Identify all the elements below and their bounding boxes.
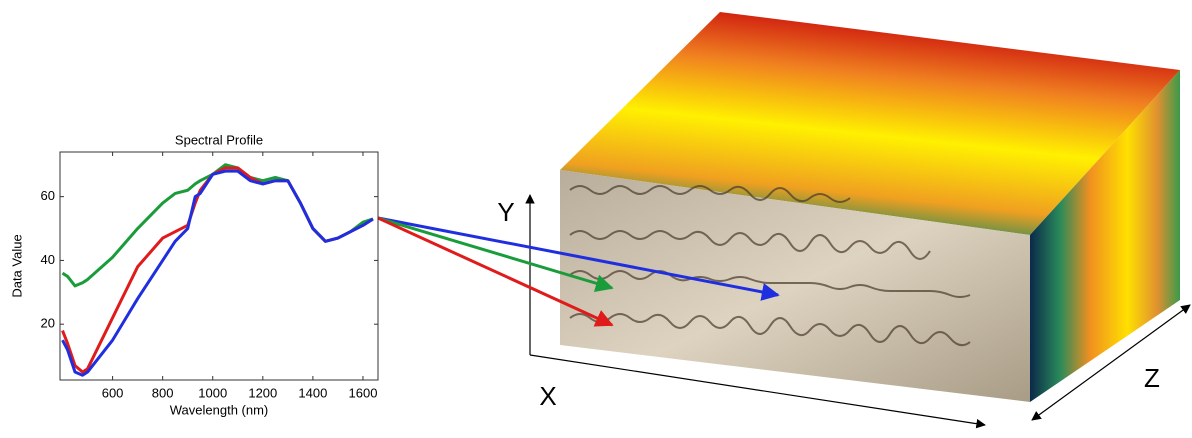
axis-label: X [539,381,556,411]
axis-label: Y [497,197,514,227]
figure: Y X Z Spectral Profile Wavelength (nm) D… [0,0,1192,433]
x-tick-label: 600 [102,385,124,400]
y-tick-label: 60 [41,188,55,203]
x-tick-label: 1200 [248,385,277,400]
y-tick-label: 40 [41,252,55,267]
x-axis-title: Wavelength (nm) [170,402,269,417]
x-tick-label: 800 [152,385,174,400]
series-line [63,171,373,375]
chart-title: Spectral Profile [175,132,263,147]
series-line [63,165,373,286]
x-tick-label: 1000 [198,385,227,400]
chart: Spectral Profile Wavelength (nm) Data Va… [9,132,378,417]
series-line [63,168,373,372]
y-axis-title: Data Value [9,234,24,297]
axis-label: Z [1144,363,1160,393]
cube [560,12,1180,402]
x-tick-label: 1600 [349,385,378,400]
y-tick-label: 20 [41,316,55,331]
x-tick-label: 1400 [298,385,327,400]
